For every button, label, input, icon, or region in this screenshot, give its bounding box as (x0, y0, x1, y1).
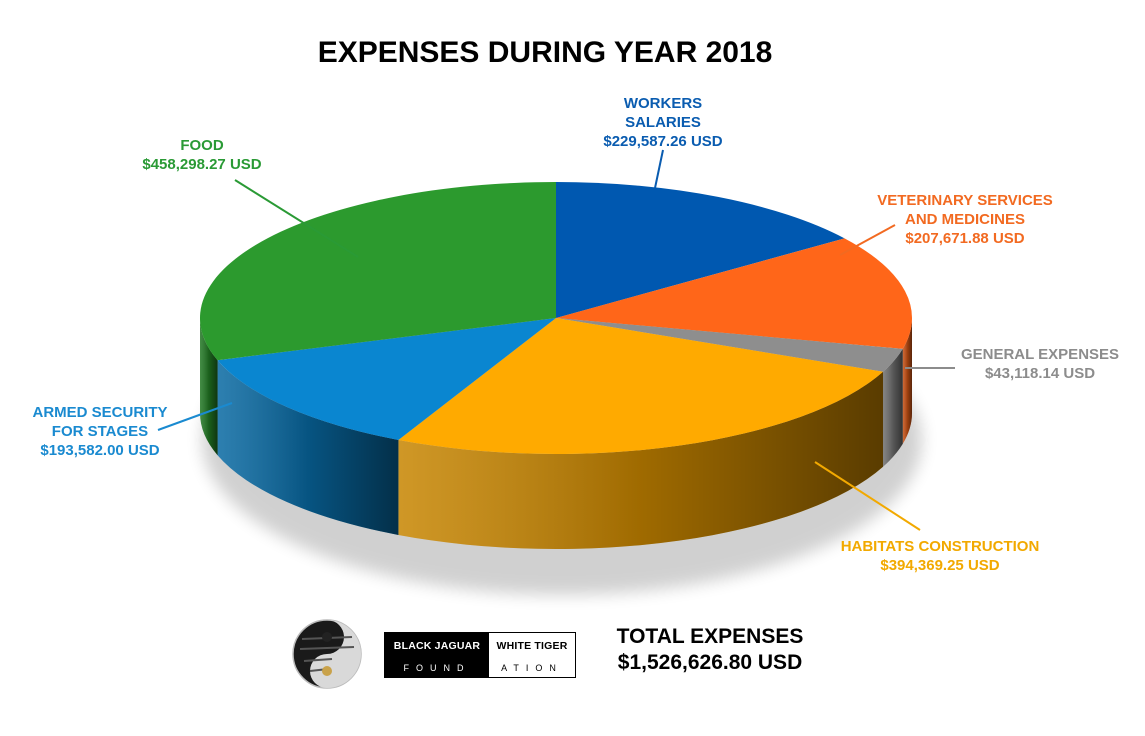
leader-line-4 (157, 402, 233, 431)
pie-slice-3 (398, 318, 884, 454)
pie-side-shade-3 (398, 371, 884, 549)
slice-labels: WORKERS SALARIES $229,587.26 USD VETERINARY… (32, 95, 1119, 574)
slice-label-1: AND MEDICINES (905, 211, 1025, 228)
slice-label-2: GENERAL EXPENSES (961, 346, 1119, 363)
chart-title: EXPENSES DURING YEAR 2018 (318, 36, 773, 69)
leader-lines (157, 149, 955, 531)
slice-label-4: ARMED SECURITY (32, 404, 167, 421)
total-expenses-value: $1,526,626.80 USD (617, 651, 803, 674)
slice-label-5: FOOD (180, 137, 223, 154)
pie-side-shade-2 (883, 348, 903, 467)
slice-label-3: HABITATS CONSTRUCTION (841, 538, 1040, 555)
leader-line-0 (654, 149, 664, 189)
foundation-logo: BLACK JAGUAR WHITE TIGER FOUND ATION (384, 632, 576, 678)
pie-side-shade-1 (902, 318, 912, 444)
pie-sides (200, 318, 912, 549)
brand-name-right: WHITE TIGER (489, 633, 575, 659)
leader-line-5 (234, 179, 359, 258)
slice-value-2: $43,118.14 USD (985, 365, 1095, 382)
pie-slice-1 (556, 238, 912, 349)
brand-foundation-left: FOUND (385, 659, 489, 677)
pie-slice-0 (556, 182, 845, 318)
total-expenses-label: TOTAL EXPENSES (616, 625, 804, 648)
leader-line-3 (814, 461, 921, 531)
pie-slice-4 (217, 318, 556, 440)
pie-slice-5 (199, 181, 557, 361)
brand-name-left: BLACK JAGUAR (385, 633, 489, 659)
leader-line-1 (839, 224, 896, 256)
pie-tops (199, 181, 912, 454)
slice-value-5: $458,298.27 USD (142, 156, 261, 173)
slice-label-0: WORKERS (624, 95, 702, 112)
slice-label-0: SALARIES (625, 114, 701, 131)
slice-label-1: VETERINARY SERVICES (877, 192, 1053, 209)
slice-value-4: $193,582.00 USD (40, 442, 159, 459)
slice-value-3: $394,369.25 USD (880, 557, 999, 574)
slice-value-0: $229,587.26 USD (603, 133, 722, 150)
total-expenses: TOTAL EXPENSES $1,526,626.80 USD (590, 624, 830, 676)
slice-label-4: FOR STAGES (52, 423, 148, 440)
pie-slice-2 (556, 318, 903, 372)
foundation-emblem-icon (292, 619, 362, 689)
pie-side-shade-5 (200, 318, 218, 456)
slice-value-1: $207,671.88 USD (905, 230, 1024, 247)
pie-side-shade-4 (217, 360, 399, 535)
brand-foundation-right: ATION (489, 659, 575, 677)
